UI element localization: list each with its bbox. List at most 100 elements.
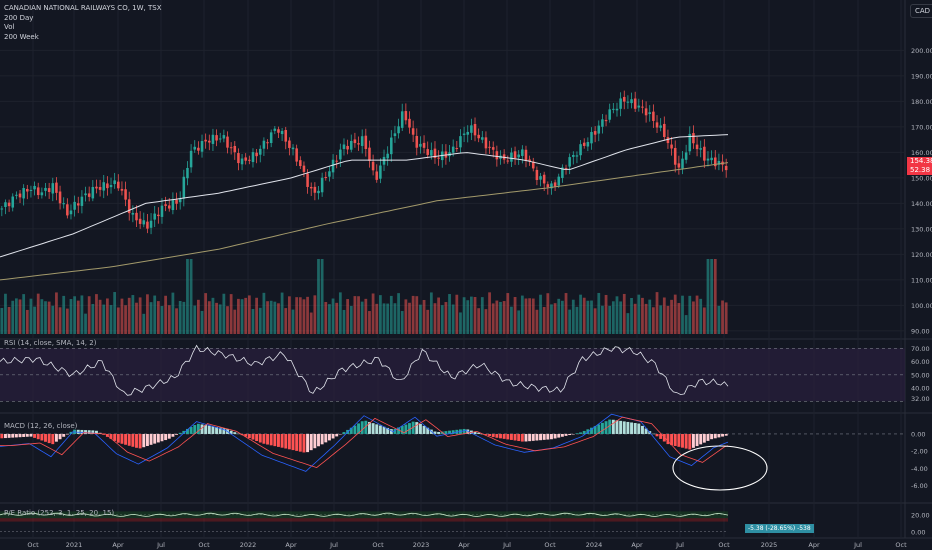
volume-bar bbox=[433, 303, 437, 334]
macd-histogram-bar bbox=[11, 433, 15, 438]
candle-body bbox=[506, 160, 510, 162]
candle-body bbox=[688, 133, 692, 152]
volume-bar bbox=[488, 292, 491, 334]
candle-body bbox=[546, 184, 550, 188]
macd-histogram-bar bbox=[466, 429, 470, 434]
macd-histogram-bar bbox=[655, 433, 659, 437]
volume-bar bbox=[411, 295, 415, 334]
candle-body bbox=[572, 155, 575, 157]
macd-pane-label[interactable]: MACD (12, 26, close) bbox=[4, 422, 78, 430]
macd-histogram-bar bbox=[564, 433, 568, 436]
candle-body bbox=[251, 152, 255, 163]
volume-bar bbox=[491, 303, 495, 334]
candle-body bbox=[288, 140, 291, 148]
volume-bar bbox=[651, 307, 655, 334]
macd-histogram-bar bbox=[433, 431, 437, 434]
macd-histogram-bar bbox=[309, 433, 313, 451]
candle-body bbox=[390, 137, 393, 155]
macd-histogram-bar bbox=[368, 421, 371, 434]
rsi-line bbox=[0, 344, 729, 396]
candle-body bbox=[76, 203, 80, 206]
volume-bar bbox=[419, 304, 422, 334]
macd-histogram-bar bbox=[717, 433, 721, 438]
currency-badge[interactable]: CAD bbox=[910, 4, 932, 18]
volume-bar bbox=[393, 303, 397, 334]
candle-body bbox=[659, 125, 662, 128]
macd-histogram-bar bbox=[360, 421, 364, 434]
volume-bar bbox=[80, 295, 84, 334]
candle-body bbox=[484, 137, 488, 149]
rsi-pane-label[interactable]: RSI (14, close, SMA, 14, 2) bbox=[4, 339, 97, 347]
macd-histogram-bar bbox=[273, 433, 277, 447]
macd-histogram-bar bbox=[164, 433, 168, 441]
candle-body bbox=[266, 142, 269, 144]
macd-histogram-bar bbox=[502, 433, 506, 439]
x-tick-label: 2022 bbox=[240, 541, 257, 549]
volume-bar bbox=[517, 310, 521, 334]
last-price-tag: 154.38 bbox=[907, 157, 932, 166]
candle-body bbox=[648, 112, 652, 115]
candle-body bbox=[51, 183, 55, 194]
volume-bar bbox=[415, 296, 419, 334]
macd-histogram-bar bbox=[641, 425, 644, 434]
macd-histogram-bar bbox=[0, 433, 4, 439]
volume-bar bbox=[255, 297, 259, 334]
macd-histogram-bar bbox=[509, 433, 513, 440]
countdown-tag: 52.38 bbox=[907, 166, 932, 175]
volume-bar bbox=[684, 315, 688, 334]
macd-histogram-bar bbox=[411, 421, 415, 434]
price-tick-label: 180.00 bbox=[911, 98, 932, 106]
macd-histogram-bar bbox=[207, 425, 211, 434]
volume-bar bbox=[662, 297, 666, 334]
candle-body bbox=[95, 186, 98, 189]
candle-body bbox=[386, 153, 389, 159]
macd-histogram-bar bbox=[295, 433, 299, 451]
volume-bar bbox=[266, 301, 269, 334]
x-tick-label: Apr bbox=[631, 541, 643, 549]
volume-bar bbox=[65, 308, 69, 334]
candle-body bbox=[197, 147, 200, 151]
macd-histogram-bar bbox=[451, 430, 455, 434]
volume-bar bbox=[91, 303, 95, 334]
legend-200-day[interactable]: 200 Day bbox=[4, 13, 34, 22]
macd-histogram-bar bbox=[397, 427, 401, 434]
macd-histogram-bar bbox=[149, 433, 153, 445]
volume-bar bbox=[557, 298, 561, 334]
volume-bar bbox=[7, 306, 11, 334]
macd-histogram-bar bbox=[375, 424, 379, 434]
candle-body bbox=[11, 196, 15, 208]
volume-bar bbox=[317, 259, 320, 334]
pe-pane-label[interactable]: P/E Ratio (252, 3, 1, 25, 20, 15) bbox=[4, 509, 115, 517]
macd-histogram-bar bbox=[22, 433, 26, 437]
candle-body bbox=[426, 149, 429, 155]
candle-body bbox=[182, 176, 186, 199]
volume-bar bbox=[542, 307, 546, 334]
candle-body bbox=[135, 212, 138, 221]
candle-body bbox=[277, 129, 280, 133]
volume-bar bbox=[630, 297, 633, 334]
candle-body bbox=[109, 185, 113, 188]
candle-body bbox=[608, 109, 611, 120]
macd-histogram-bar bbox=[721, 433, 724, 437]
candle-body bbox=[382, 156, 386, 165]
candle-body bbox=[171, 199, 175, 211]
macd-histogram-bar bbox=[36, 433, 40, 440]
volume-bar bbox=[706, 259, 710, 334]
candle-body bbox=[542, 174, 546, 184]
candle-body bbox=[106, 183, 109, 189]
candle-body bbox=[142, 220, 146, 225]
x-tick-label: Jul bbox=[675, 541, 684, 549]
macd-histogram-bar bbox=[280, 433, 284, 448]
macd-histogram-bar bbox=[670, 433, 674, 446]
candle-body bbox=[200, 141, 204, 152]
macd-histogram-bar bbox=[651, 433, 655, 435]
candle-body bbox=[597, 125, 601, 134]
macd-histogram-bar bbox=[371, 423, 375, 434]
macd-histogram-bar bbox=[196, 423, 200, 434]
legend-vol[interactable]: Vol bbox=[4, 23, 15, 31]
macd-histogram-bar bbox=[499, 433, 502, 439]
macd-histogram-bar bbox=[178, 432, 182, 434]
macd-histogram-bar bbox=[462, 428, 466, 434]
volume-bar bbox=[280, 292, 284, 334]
legend-200-week[interactable]: 200 Week bbox=[4, 32, 39, 41]
